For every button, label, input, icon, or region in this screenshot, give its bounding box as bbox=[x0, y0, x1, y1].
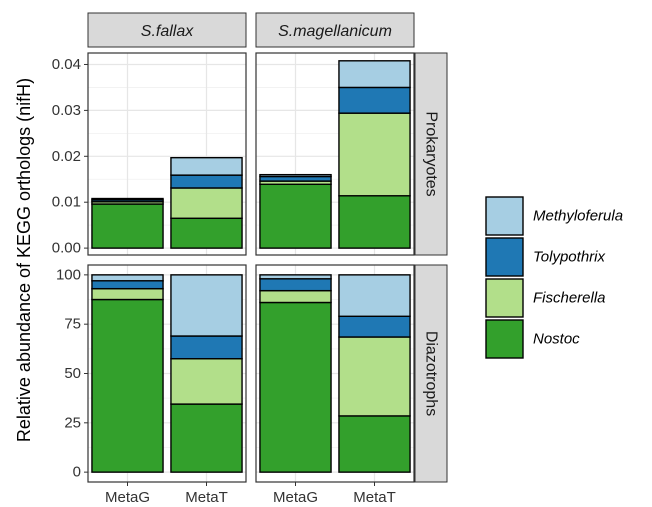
panel-border bbox=[87, 52, 247, 256]
bar-segment-fischerella-metat bbox=[338, 336, 411, 417]
bar-segment-fischerella-metat bbox=[338, 112, 411, 197]
bar-segment-nostoc-metat bbox=[170, 403, 243, 473]
bar-segment-methyloferula-metag bbox=[91, 197, 164, 201]
bar-segment-nostoc-metat bbox=[338, 195, 411, 249]
facet-strips: S.fallax S.magellanicum Prokaryotes Diazotr… bbox=[87, 12, 448, 483]
bar-segment-tolypothrix-metat bbox=[338, 315, 411, 338]
y-tick-label: 25 bbox=[64, 414, 81, 431]
bar-segment-fischerella-metat bbox=[170, 187, 243, 219]
bar-segment-methyloferula-metat bbox=[338, 274, 411, 317]
y-tick-label: 0.02 bbox=[52, 148, 81, 165]
x-tick-label-metat: MetaT bbox=[185, 489, 228, 506]
bar-segment-nostoc-metat bbox=[170, 217, 243, 249]
legend-key-fischerella bbox=[485, 278, 524, 318]
legend-key-methyloferula bbox=[485, 196, 524, 236]
bar-segment-nostoc-metag bbox=[259, 183, 332, 249]
bar-segment-fischerella-metag bbox=[91, 287, 164, 301]
strip-diazotrophs bbox=[414, 264, 448, 483]
bar-segment-nostoc-metag bbox=[91, 298, 164, 473]
bar-segment-methyloferula-metag bbox=[259, 173, 332, 178]
panel-s-magellanicum-diazotrophs bbox=[255, 264, 415, 483]
bar-segment-nostoc-metag bbox=[259, 301, 332, 473]
legend-label-nostoc: Nostoc bbox=[533, 331, 580, 348]
legend-label-fischerella: Fischerella bbox=[533, 290, 606, 307]
legend-key-nostoc bbox=[485, 319, 524, 359]
y-tick-label: 0.00 bbox=[52, 240, 81, 257]
y-tick-label: 0.01 bbox=[52, 194, 81, 211]
strip-label-s-magellanicum: S.magellanicum bbox=[278, 23, 392, 40]
panel-s-fallax-prokaryotes bbox=[87, 52, 247, 256]
y-tick-label: 50 bbox=[64, 365, 81, 382]
strip-s-magellanicum bbox=[255, 12, 415, 48]
y-tick-label: 100 bbox=[56, 266, 81, 283]
strip-label-s-fallax: S.fallax bbox=[141, 23, 194, 40]
y-tick-label: 0.03 bbox=[52, 102, 81, 119]
y-axis-title: Relative abundance of KEGG orthologs (ni… bbox=[14, 78, 34, 442]
bar-segment-fischerella-metag bbox=[259, 289, 332, 304]
panel-s-magellanicum-prokaryotes bbox=[255, 52, 415, 256]
bar-segment-methyloferula-metat bbox=[338, 60, 411, 89]
panel-border bbox=[255, 52, 415, 256]
x-tick-label-metag: MetaG bbox=[105, 489, 150, 506]
legend-label-methyloferula: Methyloferula bbox=[533, 208, 623, 225]
bar-segment-nostoc-metat bbox=[338, 415, 411, 473]
panel-s-fallax-diazotrophs bbox=[87, 264, 247, 483]
bar-segment-methyloferula-metat bbox=[170, 156, 243, 176]
bar-segment-tolypothrix-metag bbox=[259, 278, 332, 292]
bar-segment-methyloferula-metag bbox=[259, 274, 332, 280]
bar-segment-methyloferula-metat bbox=[170, 274, 243, 337]
bar-segment-tolypothrix-metat bbox=[170, 174, 243, 189]
strip-s-fallax bbox=[87, 12, 247, 48]
bar-segment-tolypothrix-metag bbox=[91, 280, 164, 290]
legend-key-tolypothrix bbox=[485, 237, 524, 277]
panel-border bbox=[255, 264, 415, 483]
x-tick-label-metat: MetaT bbox=[353, 489, 396, 506]
facet-panels bbox=[87, 52, 415, 483]
legend: Methyloferula Tolypothrix Fischerella Nosto… bbox=[485, 196, 623, 359]
bar-segment-tolypothrix-metat bbox=[338, 86, 411, 114]
strip-prokaryotes bbox=[414, 52, 448, 256]
legend-label-tolypothrix: Tolypothrix bbox=[533, 249, 605, 266]
bar-segment-fischerella-metat bbox=[170, 358, 243, 405]
y-tick-label: 75 bbox=[64, 316, 81, 333]
strip-label-diazotrophs: Diazotrophs bbox=[423, 331, 440, 416]
y-tick-label: 0.04 bbox=[52, 56, 81, 73]
axes: 0.00 0.01 0.02 0.03 0.04 0 25 50 75 100 MetaG MetaT… bbox=[52, 56, 396, 506]
bar-segment-methyloferula-metag bbox=[91, 274, 164, 282]
bar-segment-tolypothrix-metat bbox=[170, 335, 243, 360]
y-tick-label: 0 bbox=[73, 464, 81, 481]
strip-label-prokaryotes: Prokaryotes bbox=[423, 111, 440, 196]
x-tick-label-metag: MetaG bbox=[273, 489, 318, 506]
bar-segment-nostoc-metag bbox=[91, 203, 164, 249]
